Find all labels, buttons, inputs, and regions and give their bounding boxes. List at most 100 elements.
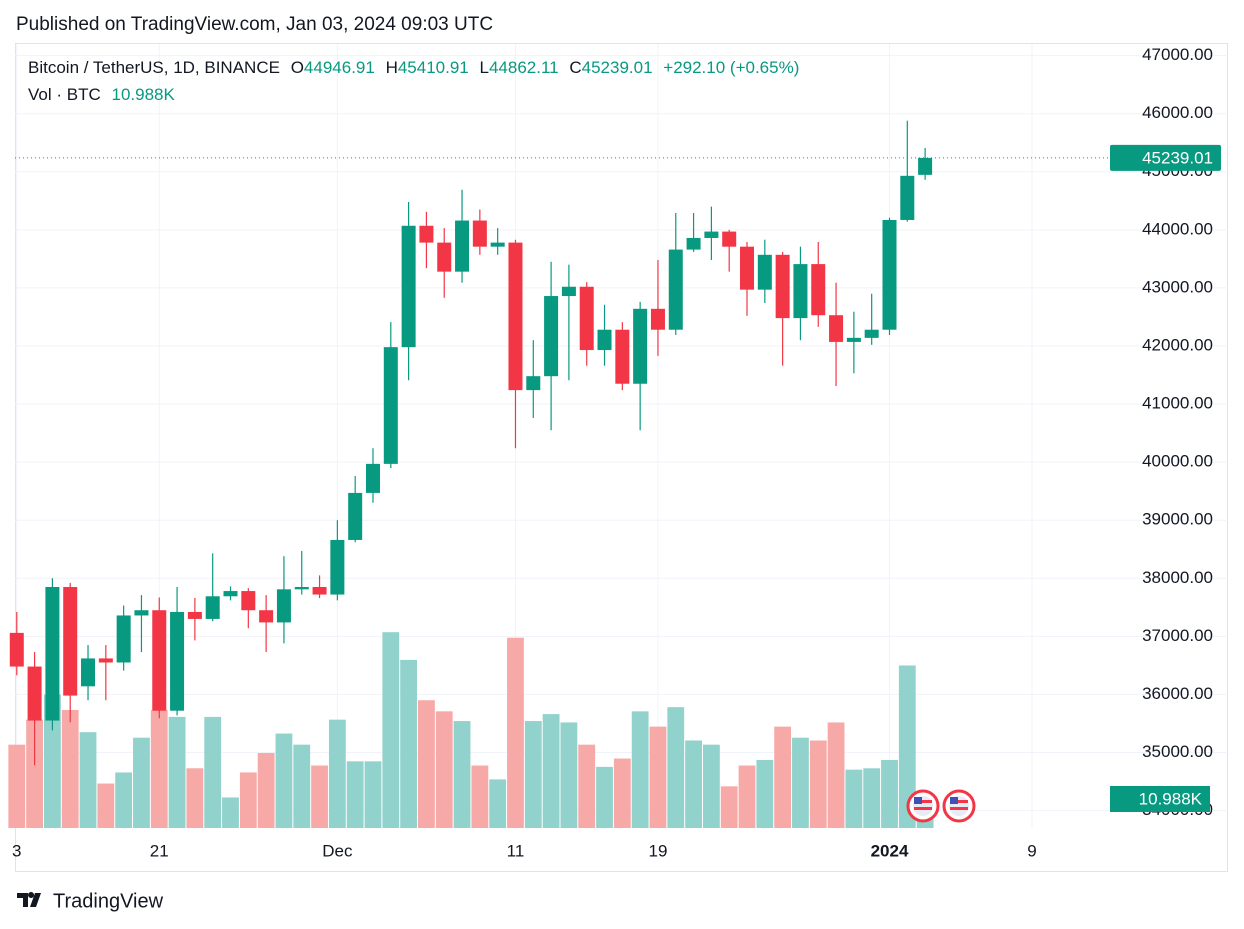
volume-bar (346, 761, 364, 828)
candle-body (81, 658, 96, 687)
volume-bar (792, 737, 809, 828)
candle-body (401, 225, 416, 348)
candle-body (561, 286, 576, 297)
volume-name: Vol · BTC (28, 85, 101, 104)
candle-body (223, 591, 238, 597)
open-label: O (291, 58, 304, 77)
volume-bar (649, 726, 667, 828)
candle-body (116, 615, 131, 663)
y-tick-label: 40000.00 (1142, 452, 1213, 471)
volume-bar (667, 707, 685, 828)
volume-bar (115, 772, 133, 828)
volume-bar (702, 744, 720, 828)
x-tick-label: 11 (507, 841, 525, 860)
volume-bar (471, 765, 489, 828)
candle-body (312, 586, 327, 595)
volume-bar (524, 721, 542, 828)
chart-title: Bitcoin / TetherUS, 1D, BINANCE (28, 58, 280, 77)
y-tick-label: 39000.00 (1142, 510, 1213, 529)
candle-body (472, 220, 487, 247)
y-tick-label: 44000.00 (1142, 219, 1213, 238)
volume-bar (61, 709, 79, 828)
candle-body (330, 539, 345, 595)
volume-bar (845, 769, 863, 828)
candle-body (365, 463, 380, 493)
last-price-tag (1110, 144, 1221, 171)
y-tick-label: 46000.00 (1142, 103, 1213, 122)
volume-bar (489, 779, 507, 828)
chart-frame (15, 43, 1228, 872)
volume-bar (293, 744, 311, 828)
candle-body (846, 337, 861, 342)
candle-body (686, 237, 701, 250)
volume-bar (720, 786, 738, 828)
volume-tag (1110, 786, 1210, 812)
candle-body (348, 492, 363, 540)
volume-bar (827, 722, 845, 828)
volume-bar (400, 659, 418, 828)
x-tick-label: 21 (150, 841, 169, 860)
candle-body (829, 315, 844, 342)
y-tick-label: 35000.00 (1142, 742, 1213, 761)
candle-body (597, 329, 612, 351)
candle-body (757, 254, 772, 290)
volume-bar (275, 733, 293, 828)
open-value: 44946.91 (304, 58, 375, 77)
candle-body (615, 329, 630, 384)
volume-bar (239, 772, 257, 828)
candle-body (544, 296, 559, 377)
candle-body (27, 666, 42, 721)
candle-body (152, 610, 167, 711)
volume-bar (809, 740, 827, 828)
candle-body (900, 175, 915, 220)
candle-body (722, 231, 737, 247)
volume-bar (898, 665, 916, 828)
volume-bar (756, 759, 774, 828)
candle-body (205, 596, 220, 619)
x-tick-label: Dec (322, 841, 353, 860)
candle-body (775, 254, 790, 319)
volume-bar (328, 719, 346, 828)
candle-body (811, 264, 826, 316)
volume-bar (542, 714, 560, 828)
volume-bar (26, 719, 43, 828)
candle-body (63, 586, 78, 696)
y-tick-label: 38000.00 (1142, 568, 1213, 587)
candle-body (668, 249, 683, 330)
volume-bar (257, 753, 275, 828)
y-tick-label: 36000.00 (1142, 684, 1213, 703)
volume-tag-label: 10.988K (1139, 789, 1203, 808)
x-tick-label: 2024 (871, 841, 909, 860)
close-value: 45239.01 (582, 58, 653, 77)
y-tick-label: 41000.00 (1142, 394, 1213, 413)
volume-bar (738, 765, 756, 828)
y-tick-label: 42000.00 (1142, 335, 1213, 354)
candle-body (793, 264, 808, 319)
volume-bar (507, 637, 524, 828)
volume-bar (222, 797, 239, 828)
event-flags (906, 789, 976, 823)
close-label: C (569, 58, 581, 77)
volume-bar (596, 766, 613, 828)
candle-body (259, 610, 274, 623)
x-tick-label: 3 (12, 841, 21, 860)
volume-bar (79, 732, 97, 828)
volume-bar (863, 768, 881, 828)
volume-legend: Vol · BTC 10.988K (28, 85, 175, 104)
candle-body (650, 308, 665, 330)
volume-bar (453, 721, 471, 828)
volume-bar (613, 758, 631, 828)
y-tick-label: 47000.00 (1142, 45, 1213, 64)
volume-bar (418, 700, 435, 828)
candle-body (294, 586, 309, 590)
candle-body (455, 220, 470, 272)
published-note: Published on TradingView.com, Jan 03, 20… (16, 14, 493, 35)
volume-bar (204, 716, 222, 828)
volume-bar (97, 783, 115, 828)
volume-bar (8, 744, 26, 828)
candle-body (882, 219, 897, 330)
candle-body (864, 329, 879, 338)
volume-bar (631, 711, 649, 828)
high-label: H (386, 58, 398, 77)
